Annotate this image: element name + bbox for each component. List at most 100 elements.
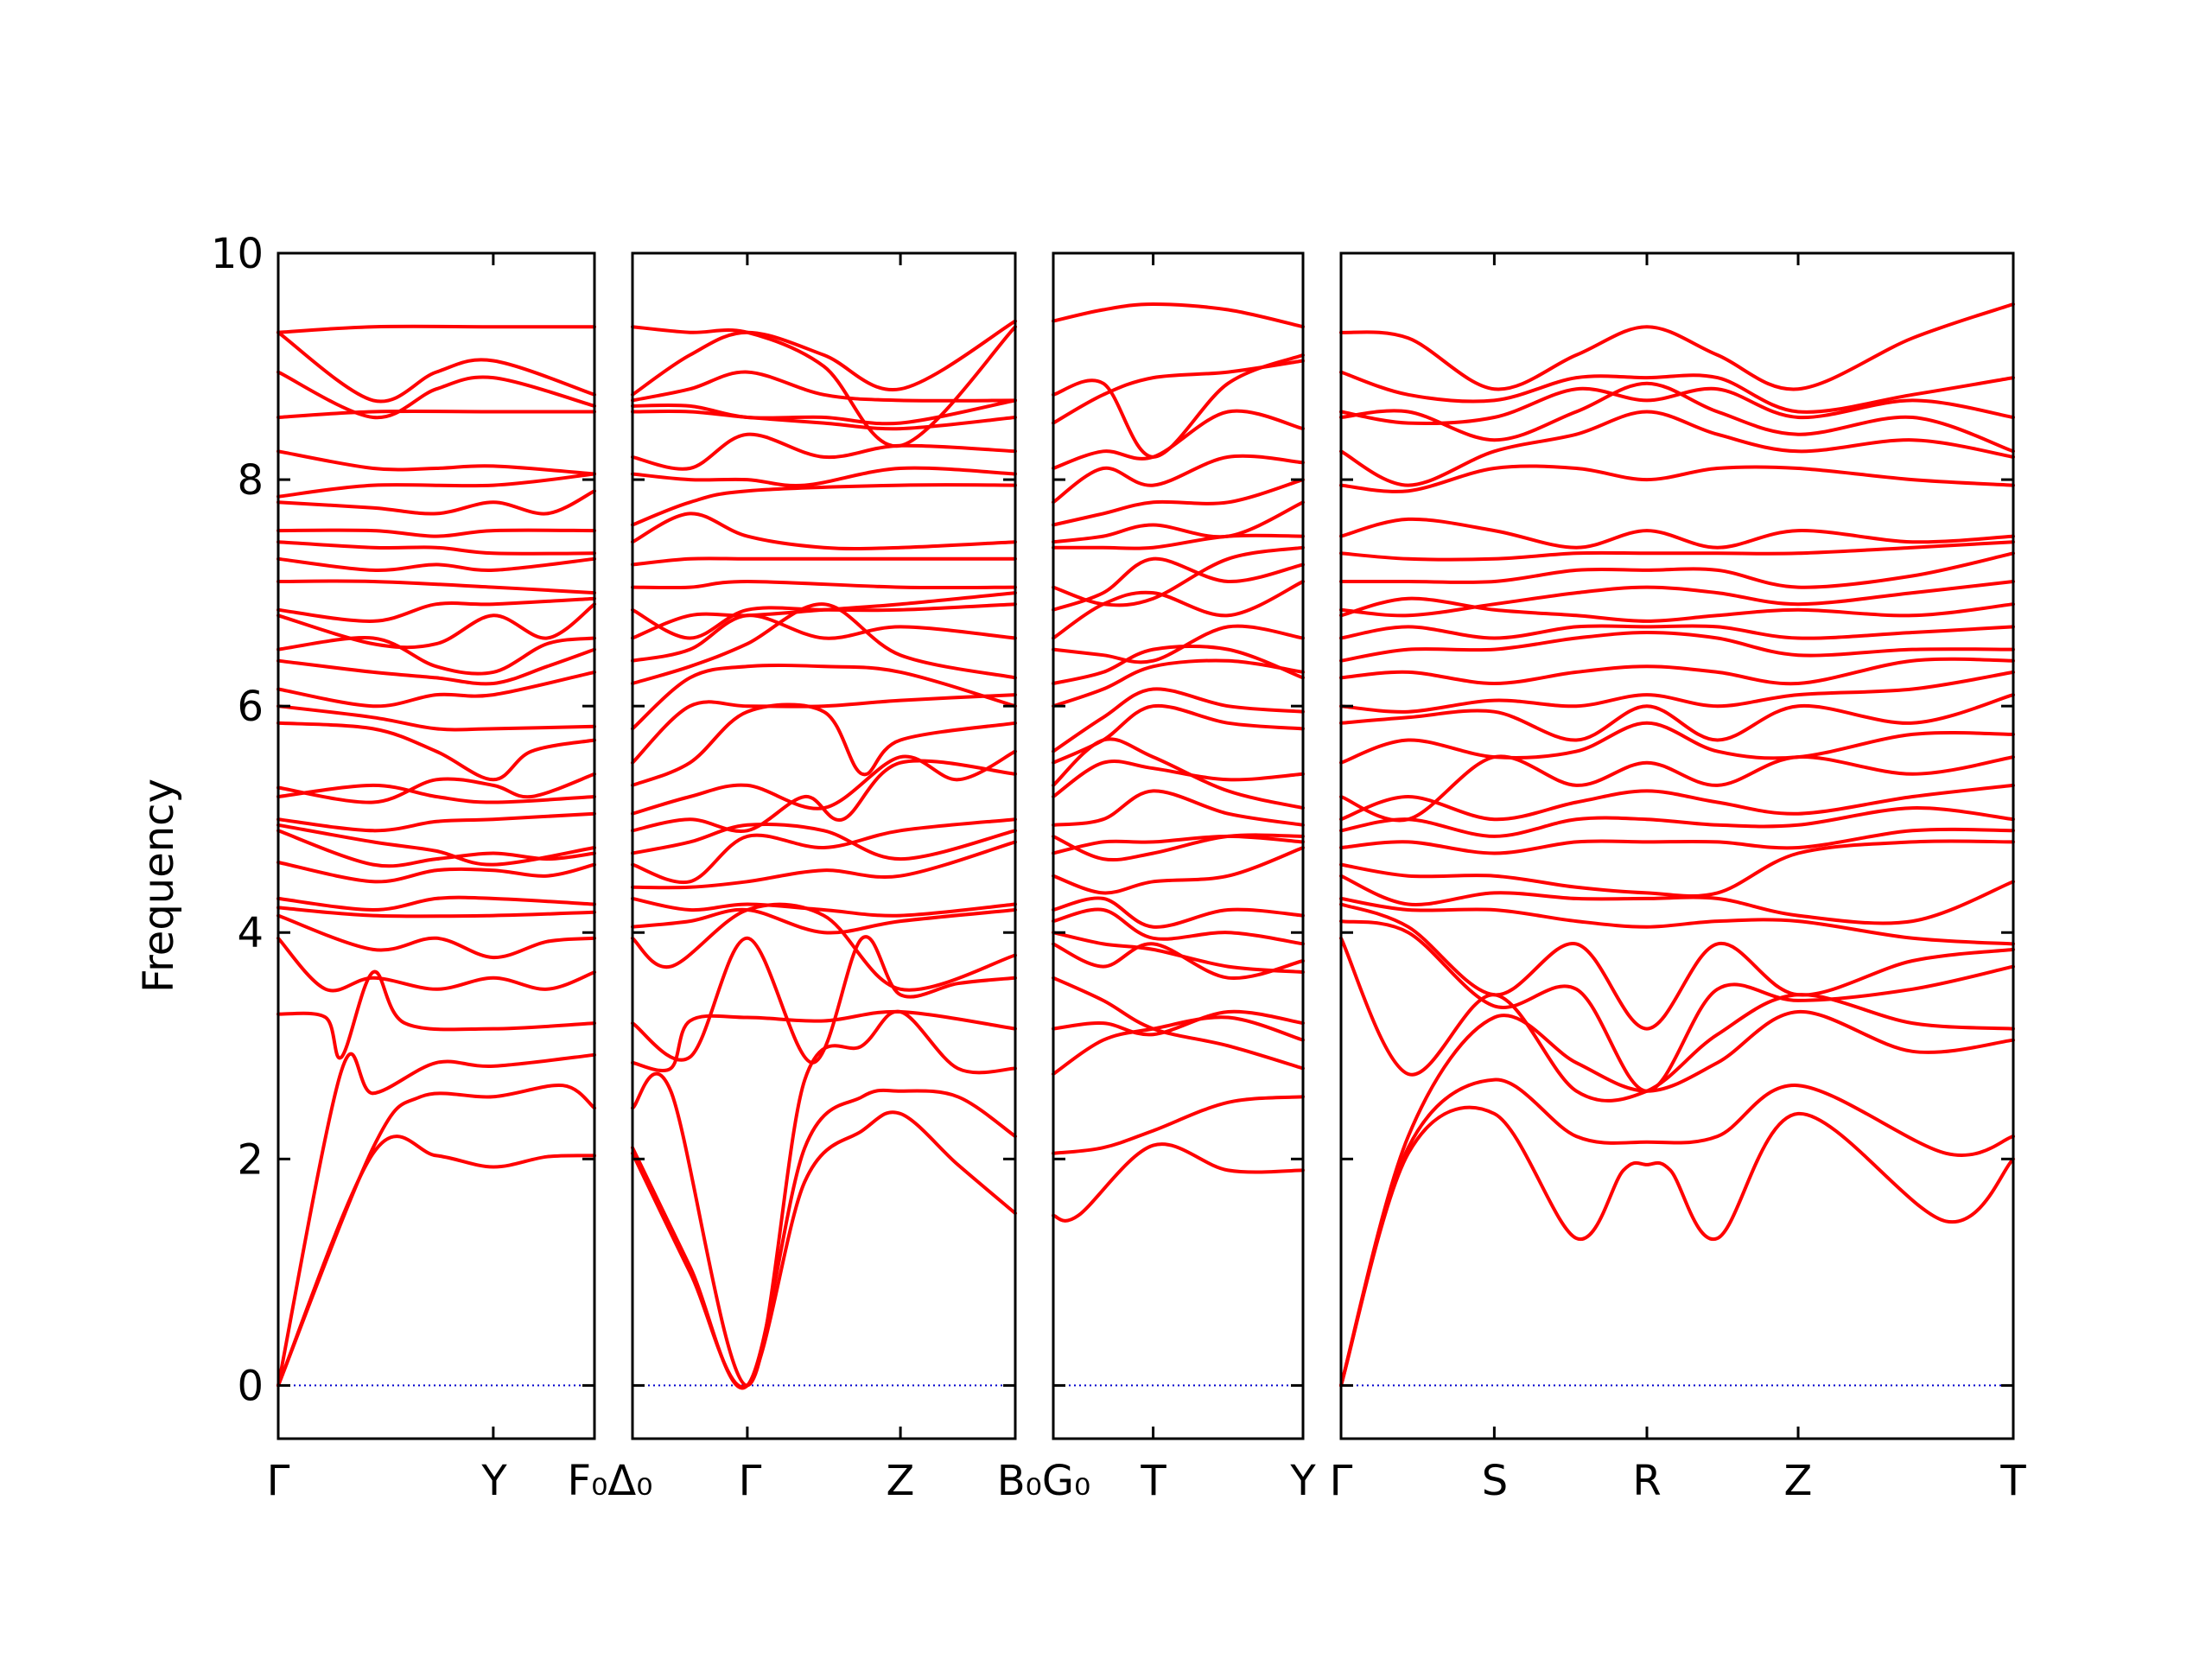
phonon-band-21 bbox=[1339, 580, 2015, 618]
panels-layer: 0 2 4 6 8 10 bbox=[211, 230, 2015, 1440]
phonon-band-9 bbox=[631, 840, 1017, 890]
x-tick-label: Γ bbox=[267, 1457, 290, 1505]
phonon-band-12 bbox=[276, 811, 596, 833]
phonon-band-23 bbox=[631, 512, 1017, 550]
phonon-band-25 bbox=[1052, 500, 1305, 544]
phonon-band-19 bbox=[1052, 644, 1305, 685]
phonon-band-13 bbox=[631, 749, 1017, 816]
phonon-band-32 bbox=[276, 324, 596, 334]
phonon-band-8 bbox=[1052, 907, 1305, 946]
phonon-band-10 bbox=[1339, 827, 2015, 855]
phonon-band-31 bbox=[276, 330, 596, 404]
phonon-band-22 bbox=[276, 579, 596, 595]
x-tick-label: B₀G₀ bbox=[997, 1457, 1091, 1505]
phonon-band-4 bbox=[1052, 1009, 1305, 1037]
panel-2 bbox=[631, 251, 1017, 1440]
phonon-band-7 bbox=[276, 906, 596, 918]
phonon-band-17 bbox=[1339, 657, 2015, 686]
phonon-band-28 bbox=[1339, 386, 2015, 425]
phonon-band-28 bbox=[631, 398, 1017, 426]
phonon-band-3 bbox=[1339, 1009, 2015, 1388]
phonon-band-4 bbox=[1339, 936, 2015, 1103]
phonon-band-27 bbox=[1052, 454, 1305, 505]
phonon-band-18 bbox=[1339, 631, 2015, 663]
phonon-band-4 bbox=[276, 969, 596, 1060]
phonon-band-29 bbox=[631, 370, 1017, 403]
phonon-band-21 bbox=[1052, 580, 1305, 640]
phonon-band-2 bbox=[1052, 1095, 1305, 1155]
phonon-band-12 bbox=[1339, 783, 2015, 822]
phonon-band-13 bbox=[276, 783, 596, 804]
phonon-band-20 bbox=[1339, 596, 2015, 623]
phonon-band-20 bbox=[276, 602, 596, 650]
y-tick-label: 10 bbox=[211, 230, 264, 278]
phonon-band-1 bbox=[631, 1110, 1017, 1389]
phonon-band-11 bbox=[1052, 834, 1305, 855]
phonon-band-7 bbox=[1339, 896, 2015, 946]
phonon-band-15 bbox=[276, 721, 596, 782]
phonon-band-23 bbox=[276, 556, 596, 572]
phonon-band-2 bbox=[631, 1088, 1017, 1390]
x-tick-label: S bbox=[1482, 1457, 1508, 1505]
phonon-band-11 bbox=[631, 823, 1017, 861]
phonon-band-25 bbox=[276, 528, 596, 538]
phonon-band-5 bbox=[276, 936, 596, 993]
phonon-band-5 bbox=[1052, 976, 1305, 1071]
phonon-band-25 bbox=[1339, 464, 2015, 493]
phonon-band-18 bbox=[631, 613, 1017, 663]
phonon-band-30 bbox=[631, 319, 1017, 397]
phonon-band-16 bbox=[276, 704, 596, 732]
phonon-band-2 bbox=[276, 1083, 596, 1388]
phonon-band-8 bbox=[631, 896, 1017, 918]
phonon-band-25 bbox=[631, 466, 1017, 487]
panel-1 bbox=[276, 251, 596, 1440]
phonon-band-1 bbox=[1339, 1105, 2015, 1388]
phonon-band-16 bbox=[631, 664, 1017, 731]
phonon-band-10 bbox=[276, 829, 596, 868]
phonon-band-29 bbox=[1339, 370, 2015, 414]
phonon-band-24 bbox=[1339, 517, 2015, 550]
phonon-band-31 bbox=[631, 325, 1017, 448]
phonon-band-18 bbox=[1052, 658, 1305, 709]
phonon-band-8 bbox=[276, 895, 596, 912]
phonon-band-10 bbox=[1052, 846, 1305, 895]
x-tick-label: Γ bbox=[1330, 1457, 1353, 1505]
phonon-band-24 bbox=[1052, 533, 1305, 550]
phonon-band-6 bbox=[276, 913, 596, 960]
phonon-band-31 bbox=[1052, 302, 1305, 329]
phonon-band-11 bbox=[1339, 806, 2015, 838]
x-tick-label: T bbox=[1140, 1457, 1166, 1505]
phonon-band-24 bbox=[276, 540, 596, 556]
phonon-band-15 bbox=[1339, 693, 2015, 742]
y-tick-label: 8 bbox=[237, 456, 264, 505]
y-tick-label: 2 bbox=[237, 1135, 264, 1184]
phonon-band-20 bbox=[631, 602, 1017, 640]
phonon-band-12 bbox=[1052, 833, 1305, 862]
phonon-band-22 bbox=[1339, 551, 2015, 589]
y-tick-label: 6 bbox=[237, 683, 264, 731]
phonon-band-7 bbox=[1052, 931, 1305, 975]
x-tick-label: T bbox=[1999, 1457, 2026, 1505]
y-tick-label: 4 bbox=[237, 909, 264, 957]
panel-4 bbox=[1339, 251, 2015, 1440]
panel-frame bbox=[1339, 251, 2015, 1440]
phonon-band-15 bbox=[631, 693, 1017, 765]
panel-frame bbox=[276, 251, 596, 1440]
phonon-band-4 bbox=[631, 1009, 1017, 1073]
phonon-band-6 bbox=[1052, 942, 1305, 981]
phonon-band-14 bbox=[1052, 759, 1305, 798]
phonon-band-12 bbox=[631, 759, 1017, 834]
x-tick-labels: Γ Y F₀Δ₀ Γ Z B₀G₀ T Y Γ S R Z T bbox=[267, 1457, 2027, 1505]
phonon-band-19 bbox=[631, 591, 1017, 640]
phonon-band-26 bbox=[1052, 478, 1305, 527]
phonon-band-21 bbox=[631, 580, 1017, 590]
phonon-band-7 bbox=[631, 907, 1017, 935]
phonon-band-13 bbox=[1339, 754, 2015, 823]
phonon-band-6 bbox=[1339, 902, 2015, 1031]
phonon-band-13 bbox=[1052, 789, 1305, 827]
phonon-band-9 bbox=[276, 861, 596, 884]
panel-frame bbox=[1052, 251, 1305, 1440]
x-tick-label: Y bbox=[1289, 1457, 1316, 1505]
phonon-band-14 bbox=[276, 772, 596, 804]
